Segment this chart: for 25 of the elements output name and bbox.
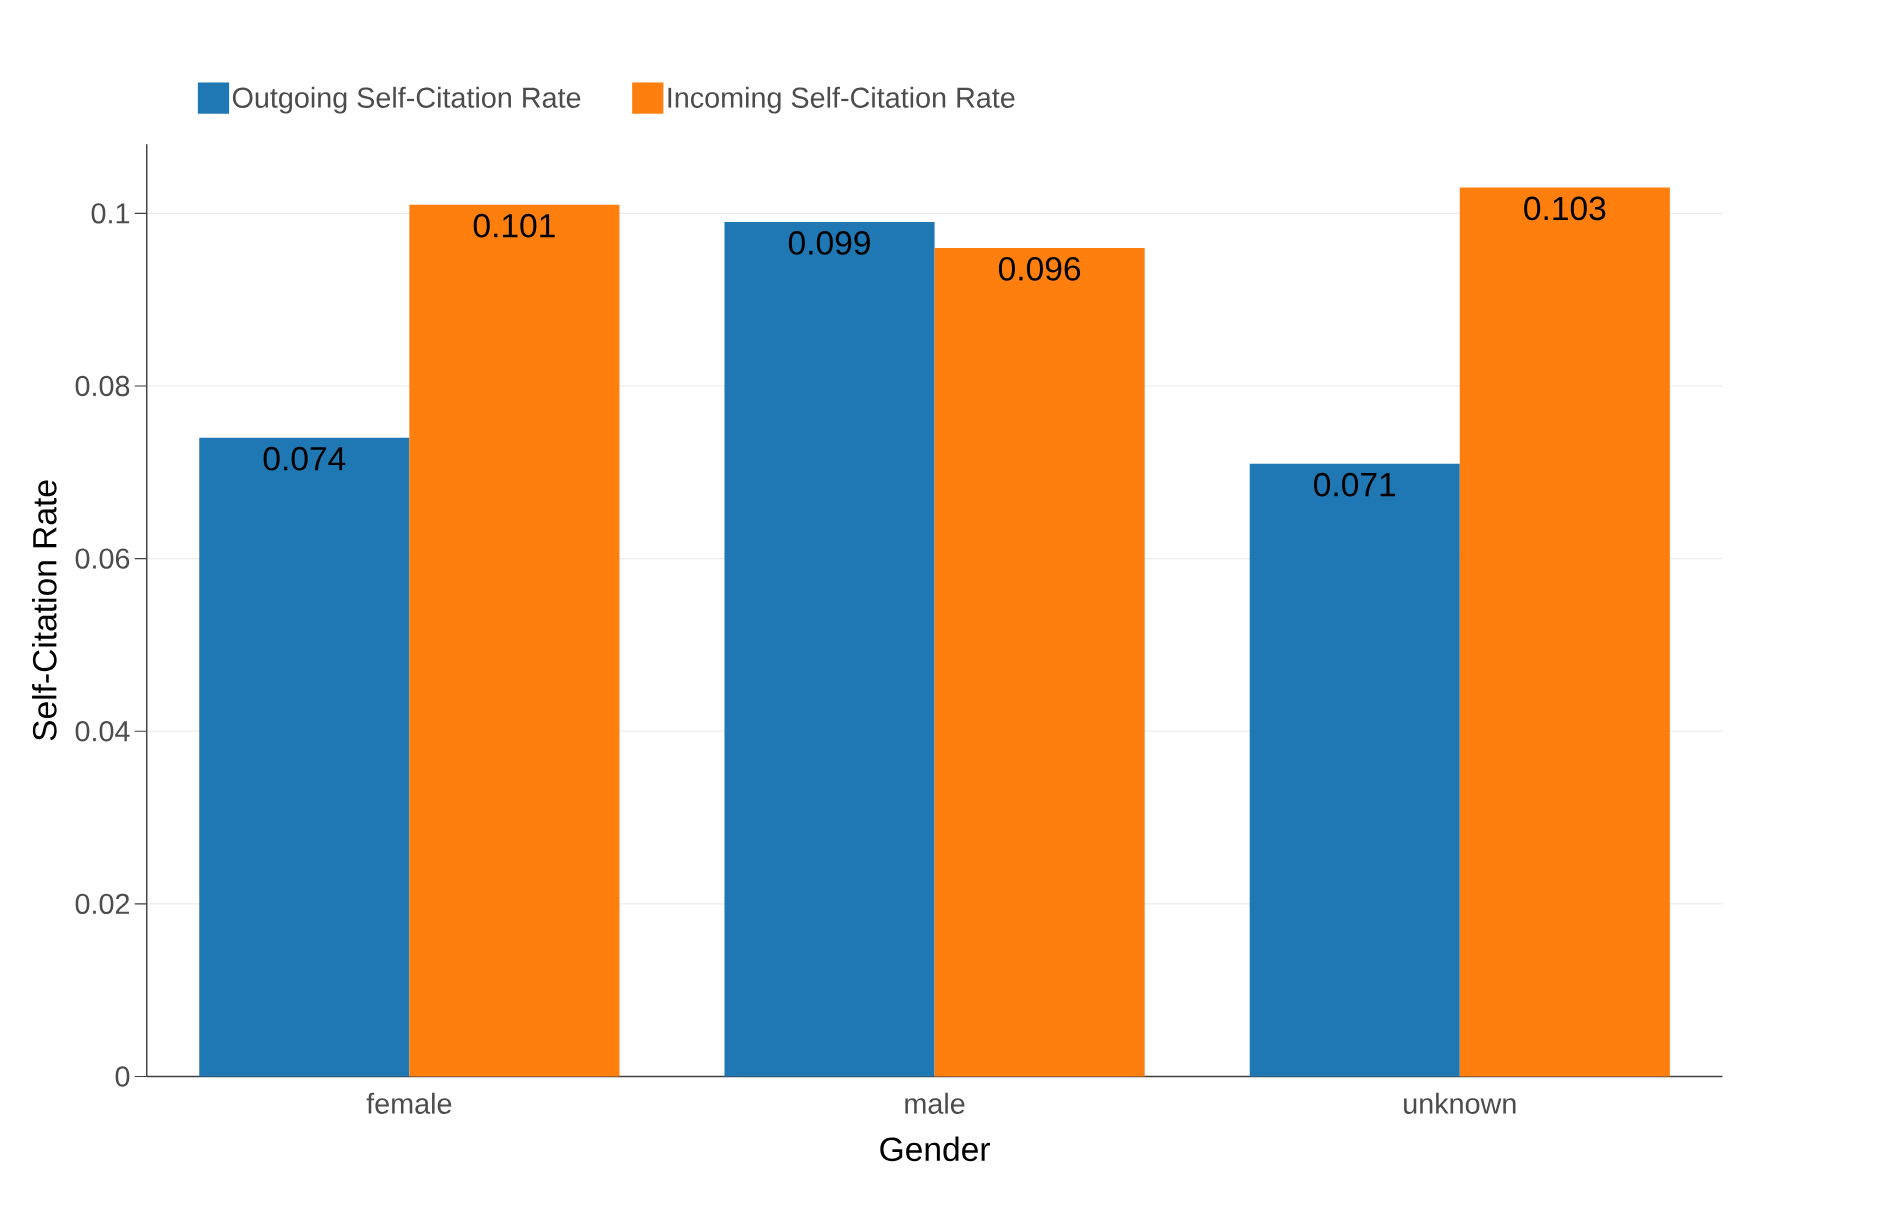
x-tick-label: female bbox=[366, 1092, 452, 1114]
data-label: 0.099 bbox=[788, 230, 870, 255]
data-label: 0.103 bbox=[1524, 196, 1606, 221]
bar bbox=[409, 204, 620, 1077]
bar bbox=[199, 437, 410, 1077]
data-label: 0.074 bbox=[263, 446, 346, 471]
y-tick-label: 0.08 bbox=[75, 375, 130, 396]
y-tick-label: 0.06 bbox=[75, 548, 130, 569]
bar bbox=[1459, 187, 1670, 1077]
x-axis-title: Gender bbox=[880, 1136, 990, 1161]
data-label: 0.101 bbox=[473, 213, 555, 238]
legend-label: Outgoing Self-Citation Rate bbox=[232, 86, 581, 114]
legend-label: Incoming Self-Citation Rate bbox=[668, 86, 1015, 114]
y-tick-label: 0.1 bbox=[91, 202, 130, 224]
y-tick-label: 0.02 bbox=[75, 893, 130, 914]
y-axis-title: Self-Citation Rate bbox=[32, 480, 57, 741]
bar bbox=[724, 221, 935, 1077]
y-tick-label: 0 bbox=[115, 1066, 130, 1087]
y-tick-label: 0.04 bbox=[75, 720, 130, 742]
x-tick-label: unknown bbox=[1404, 1092, 1516, 1114]
data-label: 0.071 bbox=[1314, 472, 1396, 497]
bar bbox=[1249, 463, 1460, 1077]
x-tick-label: male bbox=[905, 1092, 965, 1114]
data-label: 0.096 bbox=[998, 256, 1081, 281]
bar bbox=[934, 247, 1145, 1077]
